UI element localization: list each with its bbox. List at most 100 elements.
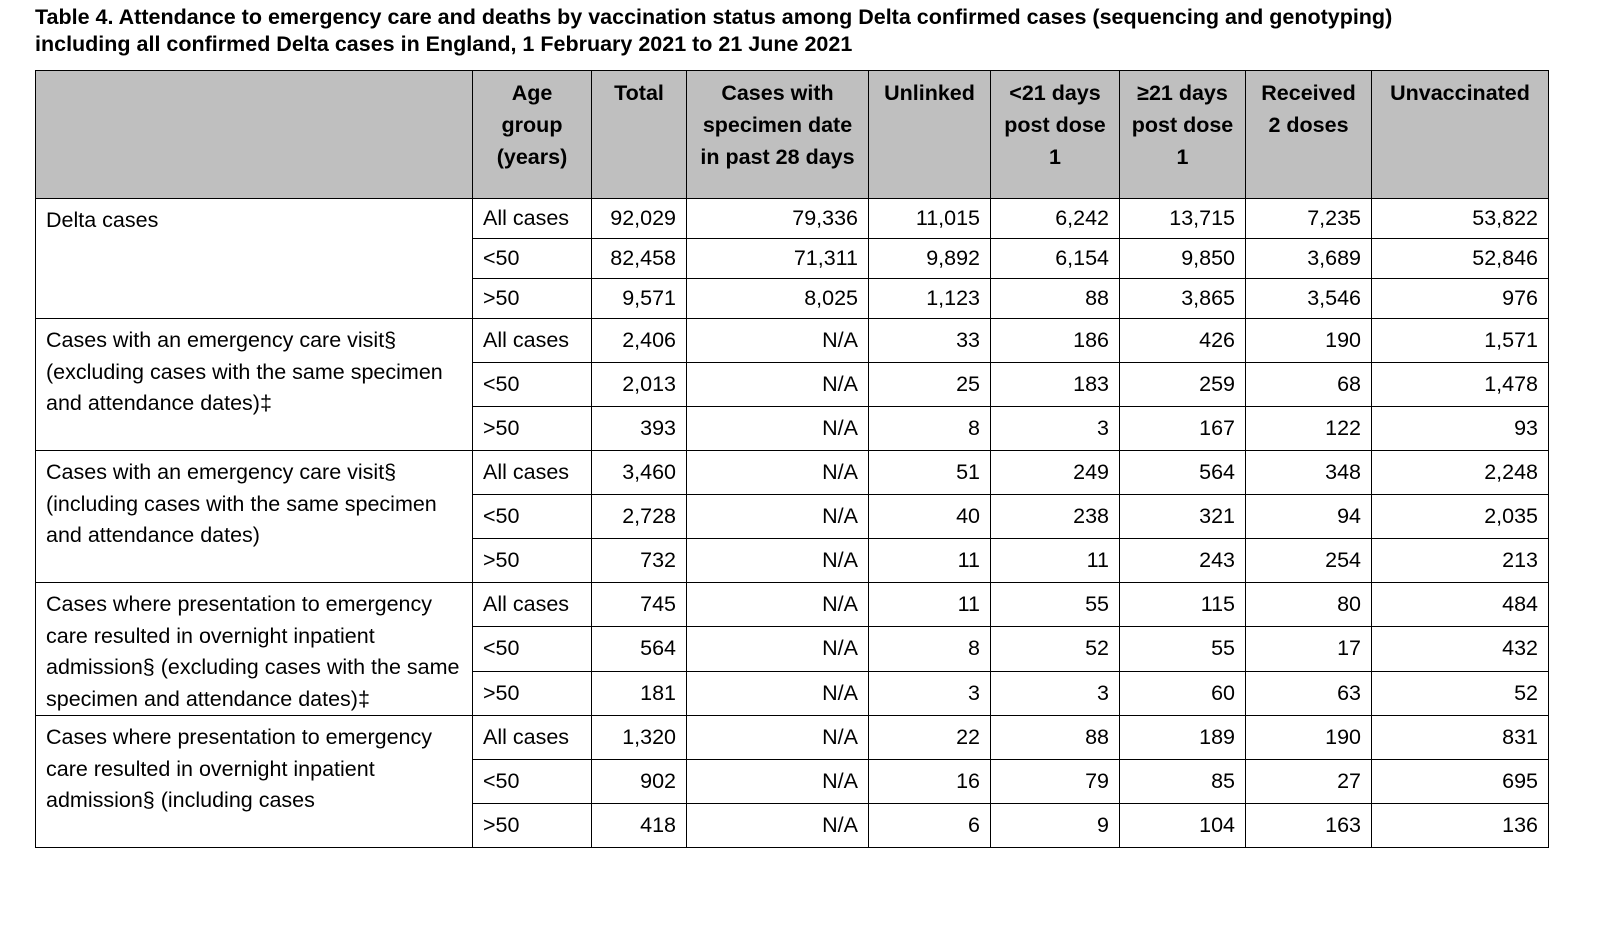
table-row: >50 181 N/A 3 3 60 63 52 <box>36 670 1549 717</box>
value-cell: 3,546 <box>1245 278 1372 319</box>
value-cell: 51 <box>868 450 991 495</box>
data-table: Age group (years) Total Cases with specime… <box>35 70 1549 848</box>
value-cell: N/A <box>686 581 869 628</box>
table-row: Cases where presentation to emergency ca… <box>35 581 1549 716</box>
column-header: Cases with specimen date in past 28 days <box>686 70 869 199</box>
value-cell: 432 <box>1371 626 1549 672</box>
value-cell: 13,715 <box>1119 198 1246 239</box>
age-group: All cases <box>472 715 592 760</box>
value-cell: 3,460 <box>591 450 687 495</box>
table-row: <50 902 N/A 16 79 85 27 695 <box>36 759 1549 804</box>
value-cell: 2,248 <box>1371 450 1549 495</box>
age-group: >50 <box>472 803 592 848</box>
value-cell: 2,728 <box>591 494 687 539</box>
value-cell: 1,571 <box>1371 318 1549 363</box>
value-cell: 745 <box>591 581 687 628</box>
value-cell: N/A <box>686 538 869 583</box>
age-group: <50 <box>472 494 592 539</box>
age-group: >50 <box>472 538 592 583</box>
value-cell: 94 <box>1245 494 1372 539</box>
value-cell: N/A <box>686 759 869 804</box>
header-cell <box>35 70 473 199</box>
value-cell: 7,235 <box>1245 198 1372 239</box>
value-cell: 9,892 <box>868 238 991 279</box>
table-row: >50 393 N/A 8 3 167 122 93 <box>36 406 1549 451</box>
value-cell: 2,406 <box>591 318 687 363</box>
value-cell: 831 <box>1371 715 1549 760</box>
value-cell: 321 <box>1119 494 1246 539</box>
value-cell: 8 <box>868 626 991 672</box>
value-cell: 93 <box>1371 406 1549 451</box>
group-label: Cases with an emergency care visit§ (inc… <box>35 450 473 583</box>
value-cell: 40 <box>868 494 991 539</box>
value-cell: 167 <box>1119 406 1246 451</box>
value-cell: 3,689 <box>1245 238 1372 279</box>
value-cell: N/A <box>686 803 869 848</box>
value-cell: N/A <box>686 494 869 539</box>
value-cell: 52 <box>990 626 1120 672</box>
value-cell: 16 <box>868 759 991 804</box>
value-cell: N/A <box>686 318 869 363</box>
value-cell: 1,320 <box>591 715 687 760</box>
age-group: All cases <box>472 581 592 628</box>
group-label: Cases with an emergency care visit§ (exc… <box>35 318 473 451</box>
value-cell: 122 <box>1245 406 1372 451</box>
value-cell: 190 <box>1245 715 1372 760</box>
age-group: All cases <box>472 450 592 495</box>
column-header: <21 days post dose 1 <box>990 70 1120 199</box>
value-cell: 418 <box>591 803 687 848</box>
value-cell: 17 <box>1245 626 1372 672</box>
value-cell: 11 <box>990 538 1120 583</box>
value-cell: 9,850 <box>1119 238 1246 279</box>
value-cell: 80 <box>1245 581 1372 628</box>
value-cell: N/A <box>686 715 869 760</box>
table-row: Cases with an emergency care visit§ (exc… <box>35 318 1549 451</box>
age-group: <50 <box>472 759 592 804</box>
value-cell: 55 <box>990 581 1120 628</box>
column-header: ≥21 days post dose 1 <box>1119 70 1246 199</box>
age-group: <50 <box>472 238 592 279</box>
value-cell: N/A <box>686 670 869 717</box>
value-cell: 6 <box>868 803 991 848</box>
value-cell: 183 <box>990 362 1120 407</box>
value-cell: 6,154 <box>990 238 1120 279</box>
value-cell: 181 <box>591 670 687 717</box>
column-header: Unlinked <box>868 70 991 199</box>
value-cell: 3 <box>868 670 991 717</box>
table-row: <50 564 N/A 8 52 55 17 432 <box>36 626 1549 672</box>
value-cell: 564 <box>591 626 687 672</box>
table-row: Cases where presentation to emergency ca… <box>35 715 1549 848</box>
value-cell: 190 <box>1245 318 1372 363</box>
table-row: Cases with an emergency care visit§ (inc… <box>35 450 1549 583</box>
value-cell: 426 <box>1119 318 1246 363</box>
value-cell: 3 <box>990 406 1120 451</box>
value-cell: 9,571 <box>591 278 687 319</box>
value-cell: 52,846 <box>1371 238 1549 279</box>
value-cell: 8 <box>868 406 991 451</box>
age-group: >50 <box>472 278 592 319</box>
value-cell: 186 <box>990 318 1120 363</box>
value-cell: 85 <box>1119 759 1246 804</box>
value-cell: 902 <box>591 759 687 804</box>
value-cell: 6,242 <box>990 198 1120 239</box>
value-cell: 115 <box>1119 581 1246 628</box>
value-cell: 27 <box>1245 759 1372 804</box>
value-cell: 695 <box>1371 759 1549 804</box>
group-label: Cases where presentation to emergency ca… <box>35 715 473 848</box>
column-header: Unvaccinated <box>1371 70 1549 199</box>
table-title: Table 4. Attendance to emergency care an… <box>35 5 1393 56</box>
value-cell: N/A <box>686 406 869 451</box>
column-header: Age group (years) <box>472 70 592 199</box>
table-row: <50 2,013 N/A 25 183 259 68 1,478 <box>36 362 1549 407</box>
value-cell: 22 <box>868 715 991 760</box>
value-cell: 136 <box>1371 803 1549 848</box>
age-group: >50 <box>472 670 592 717</box>
value-cell: 92,029 <box>591 198 687 239</box>
value-cell: 238 <box>990 494 1120 539</box>
value-cell: 25 <box>868 362 991 407</box>
value-cell: 79,336 <box>686 198 869 239</box>
value-cell: 259 <box>1119 362 1246 407</box>
value-cell: 82,458 <box>591 238 687 279</box>
value-cell: 11,015 <box>868 198 991 239</box>
value-cell: 348 <box>1245 450 1372 495</box>
